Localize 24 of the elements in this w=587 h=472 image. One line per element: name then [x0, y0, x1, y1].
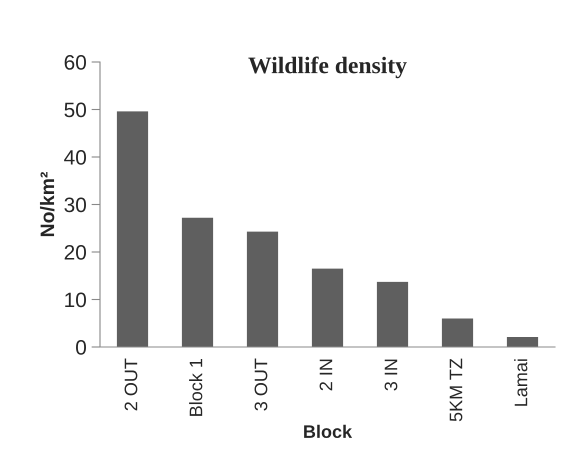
x-tick-label: 2 OUT [124, 358, 138, 410]
x-tick-label: 3 IN [384, 360, 398, 391]
y-tick-label: 60 [64, 55, 86, 70]
x-tick-label: 3 OUT [254, 358, 268, 411]
y-tick-label: 20 [64, 245, 86, 260]
chart-title: Wildlife density [248, 56, 407, 78]
y-axis-title: No/km² [40, 172, 54, 236]
bar [312, 268, 344, 347]
x-tick-label: 5KM TZ [450, 358, 462, 422]
x-tick-label: 2 IN [320, 360, 332, 390]
y-tick-label: 40 [64, 150, 86, 165]
bar [116, 111, 148, 347]
y-tick-label: 30 [64, 198, 86, 212]
bar [246, 232, 278, 347]
bar [506, 337, 538, 347]
bar [182, 218, 214, 347]
y-tick-label: 10 [65, 292, 86, 308]
y-tick-label: 0 [76, 340, 86, 355]
x-tick-label: Lamai [514, 359, 528, 406]
y-tick-label: 50 [64, 102, 86, 118]
bar [376, 282, 408, 347]
bar [442, 318, 474, 347]
x-tick-label: Block 1 [189, 358, 202, 416]
x-axis-title: Block [304, 424, 352, 438]
